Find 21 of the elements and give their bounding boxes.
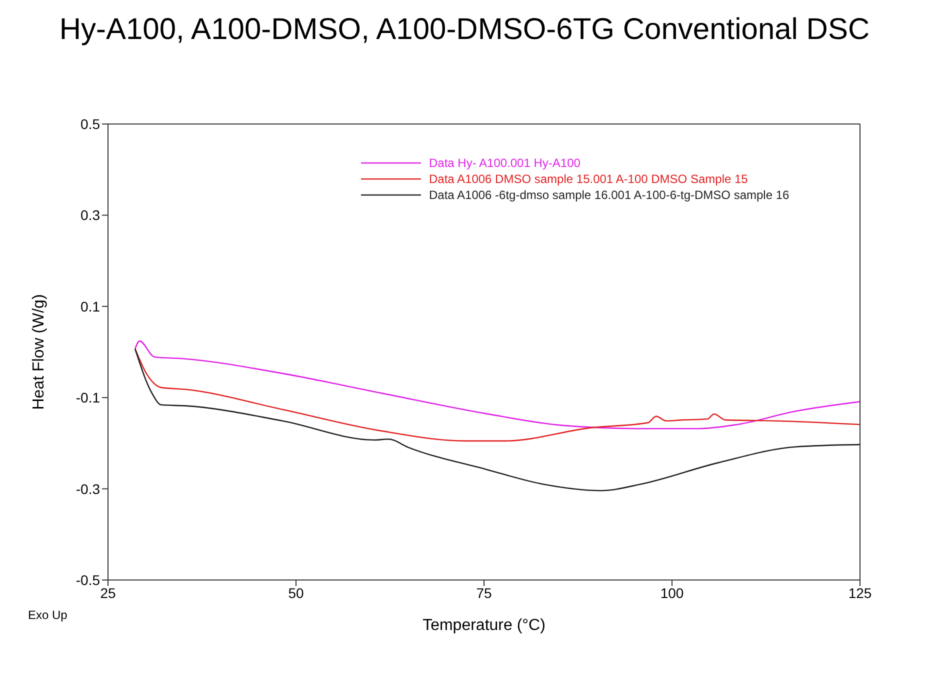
x-tick-label: 75 xyxy=(476,584,492,601)
y-tick-label: 0.5 xyxy=(80,116,100,132)
y-axis-title: Heat Flow (W/g) xyxy=(30,294,48,410)
x-axis-title: Temperature (°C) xyxy=(422,617,546,634)
x-tick-label: 125 xyxy=(848,584,872,601)
legend-label: Data Hy- A100.001 Hy-A100 xyxy=(429,155,580,171)
x-tick-label: 50 xyxy=(288,584,304,601)
line-series xyxy=(134,340,860,430)
text: Exo Up xyxy=(28,608,68,622)
x-tick-label: 100 xyxy=(660,584,684,601)
y-tick-label: 0.3 xyxy=(80,207,100,224)
legend-label: Data A1006 -6tg-dmso sample 16.001 A-100-6-tg-DMSO sample 16 xyxy=(429,187,790,203)
y-tick-label: -0.5 xyxy=(76,572,100,588)
line-series xyxy=(134,348,860,492)
y-tick-label: 0.1 xyxy=(80,298,100,314)
line-series xyxy=(134,348,860,442)
x-tick-label: 25 xyxy=(100,584,116,601)
legend-label: Data A1006 DMSO sample 15.001 A-100 DMSO Sample 15 xyxy=(429,171,748,187)
chart-title: Hy-A100, A100-DMSO, A100-DMSO-6TG Conventional DSC xyxy=(58,12,871,48)
y-tick-label: -0.1 xyxy=(76,390,100,406)
y-tick-label: -0.3 xyxy=(76,480,100,497)
